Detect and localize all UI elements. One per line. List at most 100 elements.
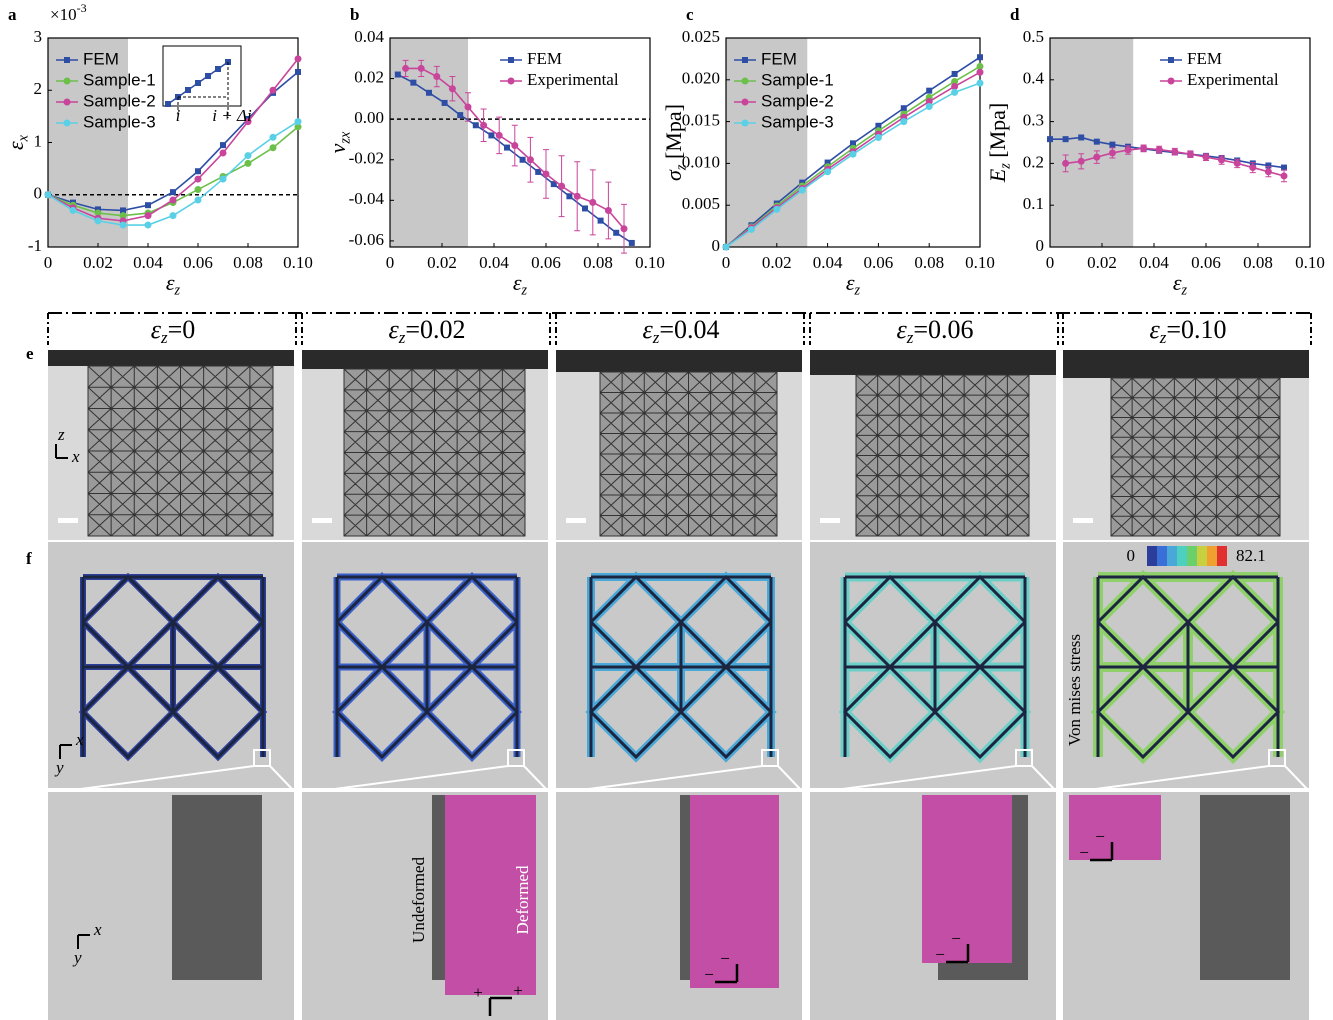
marker (875, 134, 882, 141)
y-axis-label-main: ν (325, 143, 350, 153)
undeformed-label: Undeformed (409, 857, 428, 943)
marker (1203, 154, 1210, 161)
axis-letter: x (71, 447, 80, 466)
marker (410, 80, 416, 86)
marker (195, 176, 202, 183)
marker (1078, 134, 1084, 140)
marker (480, 122, 487, 129)
marker (1140, 145, 1147, 152)
row-label: f (26, 549, 32, 568)
axis-letter: y (54, 758, 64, 777)
marker (270, 144, 277, 151)
legend-label: Sample-2 (761, 91, 834, 110)
sign-label: − (935, 945, 945, 964)
x-axis-label-sub: z (174, 283, 181, 299)
x-axis-label-main: ε (1173, 270, 1182, 295)
marker (418, 65, 425, 72)
marker (613, 230, 619, 236)
marker (195, 186, 202, 193)
marker (977, 54, 983, 60)
platen (48, 350, 294, 366)
sign-label: − (704, 965, 714, 984)
marker (1109, 142, 1115, 148)
lattice-lines (1111, 378, 1280, 536)
state-value: =0.04 (659, 315, 719, 344)
marker (1281, 172, 1288, 179)
marker (566, 193, 572, 199)
y-tick-label: -0.06 (349, 230, 384, 249)
marker (95, 217, 102, 224)
deformed (690, 795, 779, 988)
marker (402, 65, 409, 72)
x-tick-label: 0.02 (1087, 253, 1117, 272)
colorbar-max: 82.1 (1236, 546, 1266, 565)
y-tick-label: 0.020 (682, 69, 720, 88)
marker (295, 69, 301, 75)
inset-frame (163, 46, 241, 106)
marker (926, 88, 932, 94)
y-axis-label-main: ε (3, 141, 28, 150)
legend-marker (64, 57, 70, 63)
marker (295, 118, 302, 125)
marker (1265, 168, 1272, 175)
marker (170, 196, 177, 203)
colorbar-min: 0 (1127, 546, 1136, 565)
marker (465, 103, 472, 110)
colorbar-swatch (1157, 546, 1167, 566)
marker (195, 168, 201, 174)
marker (220, 176, 227, 183)
marker (773, 206, 780, 213)
marker (723, 244, 730, 251)
marker (1094, 139, 1100, 145)
marker (195, 196, 202, 203)
sign-label: − (1095, 827, 1105, 846)
marker (1234, 160, 1241, 167)
x-tick-label: 0.08 (914, 253, 944, 272)
marker (145, 202, 151, 208)
x-tick-label: 0.08 (1243, 253, 1273, 272)
marker (473, 122, 479, 128)
y-tick-label: -0.04 (349, 189, 385, 208)
y-tick-label: 3 (34, 27, 43, 46)
sign-label: + (513, 981, 523, 1000)
colorbar-title: Von mises stress (1065, 634, 1084, 746)
x-axis-label: εz (846, 270, 861, 299)
x-tick-label: 0 (44, 253, 53, 272)
legend-marker (1168, 78, 1175, 85)
y-tick-label: 2 (34, 79, 43, 98)
lattice-lines (856, 375, 1029, 536)
x-tick-label: 0 (1046, 253, 1055, 272)
x-tick-label: 0.02 (83, 253, 113, 272)
marker (629, 240, 635, 246)
panel-label: d (1010, 5, 1020, 24)
inset-label: i (176, 106, 181, 125)
colorbar-swatch (1147, 546, 1157, 566)
marker (1218, 157, 1225, 164)
y-tick-label: 0 (712, 236, 721, 255)
marker (558, 183, 565, 190)
x-tick-label: 0.06 (864, 253, 894, 272)
legend-label: FEM (527, 49, 562, 68)
x-tick-label: 0.06 (183, 253, 213, 272)
y-tick-label: 0.005 (682, 194, 720, 213)
marker (496, 132, 503, 139)
panel-label: b (350, 5, 359, 24)
scale-bar (820, 518, 840, 523)
scale-bar (1073, 518, 1093, 523)
marker (170, 212, 177, 219)
legend-marker (742, 57, 748, 63)
figure: 00.020.040.060.080.10-10123aεzεx×10-3FEM… (0, 0, 1333, 1020)
y-tick-label: 0.015 (682, 111, 720, 130)
marker (589, 199, 596, 206)
marker (582, 205, 588, 211)
colorbar-swatch (1177, 546, 1187, 566)
x-tick-label: 0.04 (133, 253, 163, 272)
legend-marker (64, 120, 71, 127)
marker (605, 207, 612, 214)
state-label: εz=0.02 (388, 315, 465, 347)
legend-marker (742, 120, 749, 127)
marker (951, 89, 958, 96)
y-tick-label: 0.025 (682, 27, 720, 46)
legend-label: Sample-3 (761, 112, 834, 131)
deformed (922, 795, 1012, 963)
